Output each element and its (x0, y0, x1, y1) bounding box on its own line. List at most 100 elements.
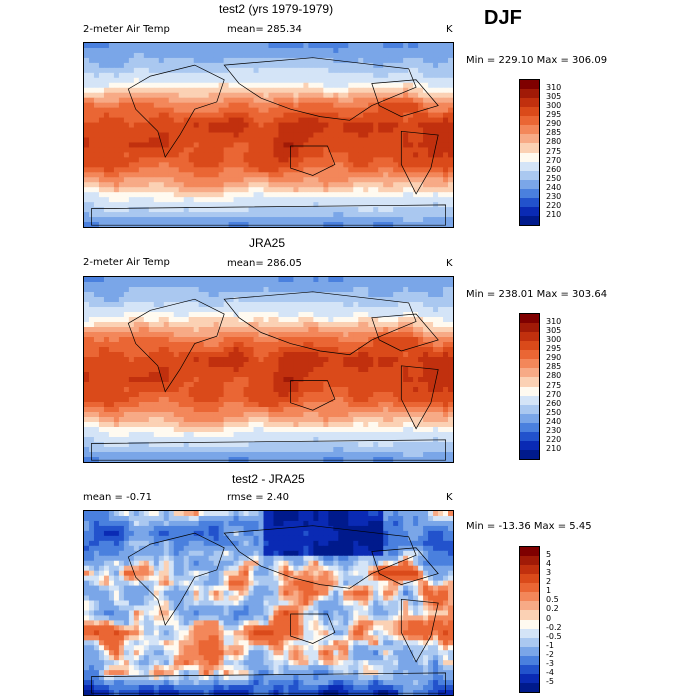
map-cell (258, 402, 265, 408)
map-cell (293, 292, 300, 298)
map-cell (248, 47, 255, 54)
map-cell (258, 217, 265, 223)
map-cell (263, 197, 270, 203)
map-cell (98, 122, 105, 129)
map-cell (178, 112, 185, 119)
map-cell (383, 192, 389, 198)
map-cell (298, 132, 305, 139)
map-cell (213, 357, 220, 363)
map-cell (223, 362, 230, 368)
map-cell (223, 152, 230, 158)
map-cell (273, 327, 280, 333)
map-cell (223, 402, 230, 408)
map-cell (303, 147, 309, 153)
map-cell (233, 372, 240, 378)
map-cell (153, 162, 160, 168)
map-cell (203, 97, 210, 104)
map-cell (373, 62, 379, 69)
map-cell (173, 307, 180, 313)
map-cell (378, 412, 384, 418)
map-cell (378, 292, 384, 298)
map-cell (318, 287, 324, 293)
map-cell (283, 102, 290, 109)
map-cell (358, 337, 364, 343)
map-cell (303, 417, 309, 423)
map-cell (253, 412, 260, 418)
map-cell (438, 187, 444, 193)
map-cell (238, 317, 245, 323)
map-cell (343, 382, 349, 388)
map-cell (338, 127, 344, 134)
map-cell (178, 392, 185, 398)
map-cell (238, 372, 245, 378)
map-cell (88, 167, 95, 173)
map-cell (188, 142, 195, 149)
map-cell (213, 112, 220, 119)
map-cell (288, 182, 295, 188)
map-cell (158, 362, 165, 368)
map-cell (268, 127, 275, 134)
map-cell (418, 302, 424, 308)
map-cell (243, 332, 250, 338)
map-cell (123, 387, 130, 393)
map-cell (218, 397, 225, 403)
map-cell (133, 207, 140, 213)
map-cell (168, 292, 175, 298)
map-cell (98, 172, 105, 178)
map-cell (363, 102, 369, 109)
map-cell (98, 177, 105, 183)
map-cell (128, 337, 135, 343)
map-cell (93, 347, 100, 353)
map-cell (263, 397, 270, 403)
map-cell (433, 43, 439, 49)
map-cell (273, 97, 280, 104)
map-cell (353, 297, 359, 303)
map-cell (223, 417, 230, 423)
map-cell (443, 172, 449, 178)
map-cell (398, 187, 404, 193)
map-cell (343, 217, 349, 223)
map-cell (328, 347, 334, 353)
map-cell (228, 107, 235, 114)
map-cell (338, 107, 344, 114)
map-cell (168, 202, 175, 208)
map-cell (253, 192, 260, 198)
map-cell (223, 197, 230, 203)
map-cell (273, 352, 280, 358)
map-cell (363, 137, 369, 144)
map-cell (148, 207, 155, 213)
map-cell (163, 192, 170, 198)
map-cell (408, 172, 414, 178)
map-cell (358, 97, 364, 104)
map-cell (173, 87, 180, 94)
map-cell (248, 52, 255, 59)
map-cell (448, 177, 453, 183)
map-cell (398, 192, 404, 198)
map-cell (178, 147, 185, 153)
coastline (127, 64, 225, 158)
map-cell (323, 132, 329, 139)
map-cell (293, 347, 300, 353)
map-cell (178, 317, 185, 323)
map-cell (193, 417, 200, 423)
map-cell (198, 347, 205, 353)
map-cell (173, 192, 180, 198)
map-cell (263, 137, 270, 144)
map-cell (418, 387, 424, 393)
map-cell (313, 322, 319, 328)
map-cell (218, 382, 225, 388)
map-cell (343, 342, 349, 348)
map-cell (338, 327, 344, 333)
map-cell (193, 207, 200, 213)
map-cell (378, 132, 384, 139)
map-cell (108, 207, 115, 213)
map-cell (418, 97, 424, 104)
map-cell (438, 352, 444, 358)
map-cell (178, 372, 185, 378)
map-cell (428, 277, 434, 283)
map-cell (238, 112, 245, 119)
map-cell (388, 62, 394, 69)
map-cell (178, 322, 185, 328)
map-cell (248, 177, 255, 183)
map-cell (388, 382, 394, 388)
